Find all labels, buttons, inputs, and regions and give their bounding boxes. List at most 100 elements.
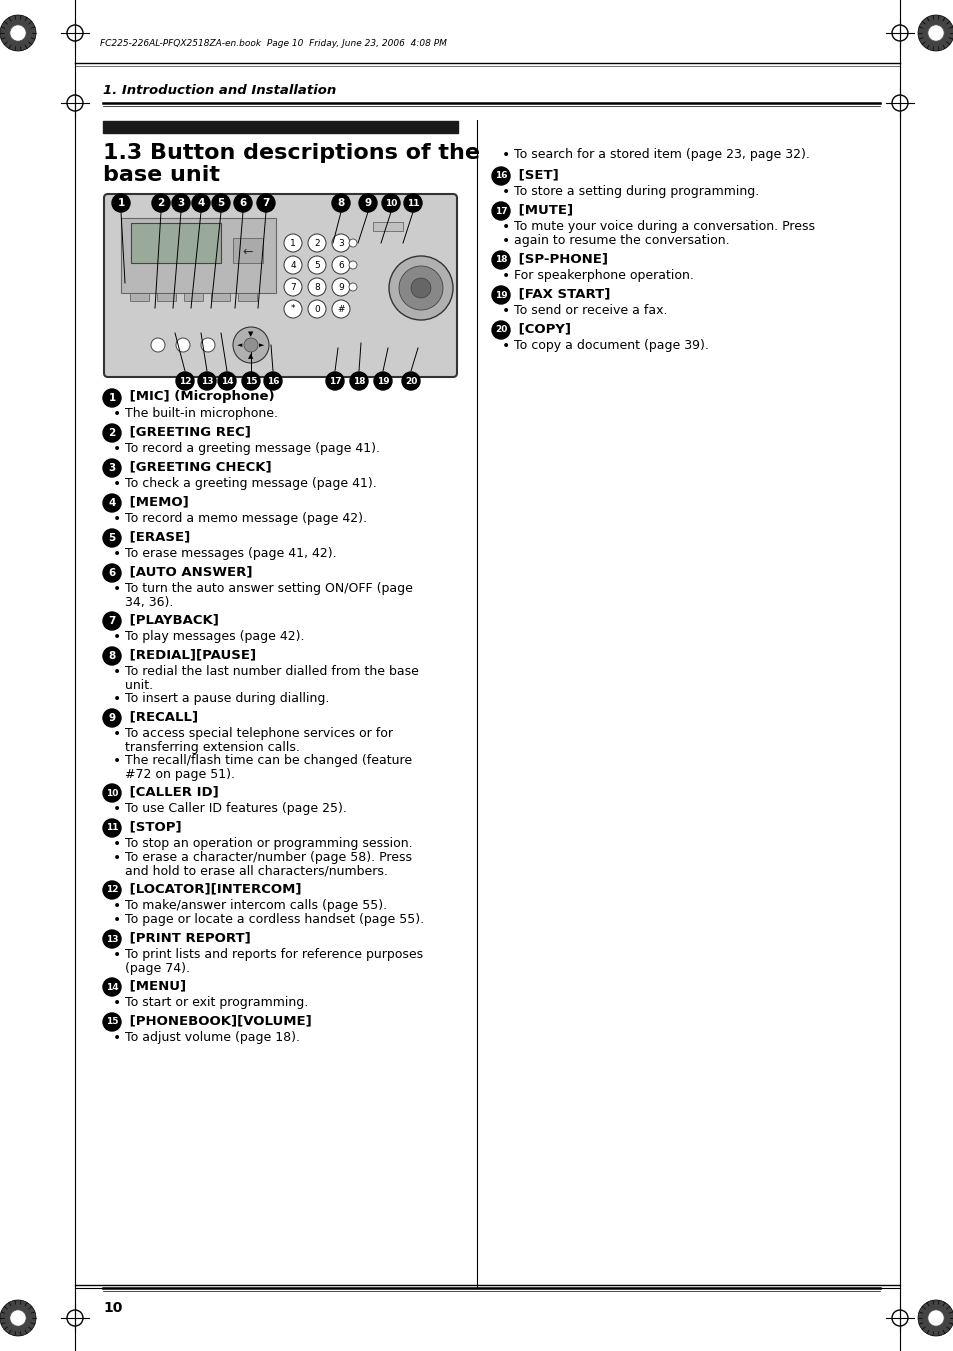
Text: *: * — [291, 304, 294, 313]
Text: To turn the auto answer setting ON/OFF (page: To turn the auto answer setting ON/OFF (… — [125, 582, 413, 594]
Circle shape — [192, 195, 210, 212]
Circle shape — [308, 234, 326, 253]
Text: [COPY]: [COPY] — [514, 322, 571, 335]
Text: •: • — [112, 913, 121, 927]
Text: 19: 19 — [495, 290, 507, 300]
Circle shape — [917, 1300, 953, 1336]
Text: 2: 2 — [157, 199, 165, 208]
Text: To start or exit programming.: To start or exit programming. — [125, 996, 308, 1009]
FancyBboxPatch shape — [238, 293, 257, 301]
Circle shape — [0, 15, 36, 51]
Text: •: • — [112, 996, 121, 1011]
Text: [REDIAL][PAUSE]: [REDIAL][PAUSE] — [125, 648, 255, 661]
Circle shape — [332, 300, 350, 317]
Text: [MUTE]: [MUTE] — [514, 203, 573, 216]
Text: 20: 20 — [495, 326, 507, 335]
Circle shape — [256, 195, 274, 212]
FancyBboxPatch shape — [104, 195, 456, 377]
Circle shape — [492, 251, 510, 269]
Circle shape — [308, 278, 326, 296]
Text: 9: 9 — [364, 199, 371, 208]
Circle shape — [398, 266, 442, 309]
Circle shape — [401, 372, 419, 390]
Text: For speakerphone operation.: For speakerphone operation. — [514, 269, 693, 282]
Circle shape — [492, 168, 510, 185]
Text: 10: 10 — [103, 1301, 122, 1315]
Text: [PRINT REPORT]: [PRINT REPORT] — [125, 931, 251, 944]
Text: To play messages (page 42).: To play messages (page 42). — [125, 630, 304, 643]
Text: 19: 19 — [376, 377, 389, 385]
Text: 3: 3 — [109, 463, 115, 473]
Circle shape — [201, 338, 214, 353]
Circle shape — [927, 1310, 943, 1327]
Text: #72 on page 51).: #72 on page 51). — [125, 767, 234, 781]
Bar — [233, 238, 263, 263]
Text: 13: 13 — [200, 377, 213, 385]
Text: ◄: ◄ — [237, 342, 242, 349]
Circle shape — [284, 255, 302, 274]
Text: 7: 7 — [262, 199, 270, 208]
Circle shape — [358, 195, 376, 212]
Text: •: • — [501, 339, 510, 353]
Circle shape — [403, 195, 421, 212]
Text: (page 74).: (page 74). — [125, 962, 190, 975]
Text: To store a setting during programming.: To store a setting during programming. — [514, 185, 759, 199]
Text: 5: 5 — [217, 199, 224, 208]
FancyBboxPatch shape — [212, 293, 231, 301]
Text: 1: 1 — [109, 393, 115, 403]
Circle shape — [308, 300, 326, 317]
Text: 15: 15 — [245, 377, 257, 385]
Circle shape — [198, 372, 215, 390]
Text: •: • — [112, 665, 121, 680]
Circle shape — [103, 612, 121, 630]
Text: •: • — [501, 220, 510, 234]
Circle shape — [103, 881, 121, 898]
Text: To use Caller ID features (page 25).: To use Caller ID features (page 25). — [125, 802, 347, 815]
Text: To erase messages (page 41, 42).: To erase messages (page 41, 42). — [125, 547, 336, 561]
Text: 16: 16 — [495, 172, 507, 181]
Text: [GREETING REC]: [GREETING REC] — [125, 426, 251, 438]
Text: 13: 13 — [106, 935, 118, 943]
Circle shape — [350, 372, 368, 390]
Text: •: • — [112, 898, 121, 913]
Text: 1.3 Button descriptions of the: 1.3 Button descriptions of the — [103, 143, 479, 163]
Text: [AUTO ANSWER]: [AUTO ANSWER] — [125, 565, 253, 578]
Text: •: • — [501, 304, 510, 317]
Text: 16: 16 — [267, 377, 279, 385]
Circle shape — [175, 338, 190, 353]
Text: 1. Introduction and Installation: 1. Introduction and Installation — [103, 85, 335, 97]
Circle shape — [151, 338, 165, 353]
Text: base unit: base unit — [103, 165, 220, 185]
Text: 8: 8 — [337, 199, 344, 208]
Text: 6: 6 — [337, 261, 343, 269]
Text: 11: 11 — [406, 199, 418, 208]
Circle shape — [349, 261, 356, 269]
Text: [SP-PHONE]: [SP-PHONE] — [514, 253, 607, 265]
Text: 4: 4 — [109, 499, 115, 508]
Text: •: • — [112, 851, 121, 865]
Text: 9: 9 — [109, 713, 115, 723]
Text: 6: 6 — [109, 567, 115, 578]
Circle shape — [103, 424, 121, 442]
Text: 0: 0 — [314, 304, 319, 313]
FancyBboxPatch shape — [184, 293, 203, 301]
Text: To make/answer intercom calls (page 55).: To make/answer intercom calls (page 55). — [125, 898, 387, 912]
Text: 17: 17 — [329, 377, 341, 385]
Circle shape — [233, 327, 269, 363]
Text: [RECALL]: [RECALL] — [125, 711, 198, 723]
Text: 18: 18 — [353, 377, 365, 385]
Text: •: • — [112, 727, 121, 740]
Text: •: • — [112, 802, 121, 816]
Circle shape — [103, 709, 121, 727]
Text: 18: 18 — [495, 255, 507, 265]
Text: To print lists and reports for reference purposes: To print lists and reports for reference… — [125, 948, 423, 961]
Text: 8: 8 — [109, 651, 115, 661]
Bar — [121, 218, 275, 293]
Text: [ERASE]: [ERASE] — [125, 530, 190, 543]
Text: To send or receive a fax.: To send or receive a fax. — [514, 304, 667, 317]
Bar — [103, 122, 457, 132]
Circle shape — [284, 300, 302, 317]
Text: ←: ← — [242, 246, 253, 258]
Text: ▲: ▲ — [248, 353, 253, 359]
Bar — [131, 223, 221, 263]
